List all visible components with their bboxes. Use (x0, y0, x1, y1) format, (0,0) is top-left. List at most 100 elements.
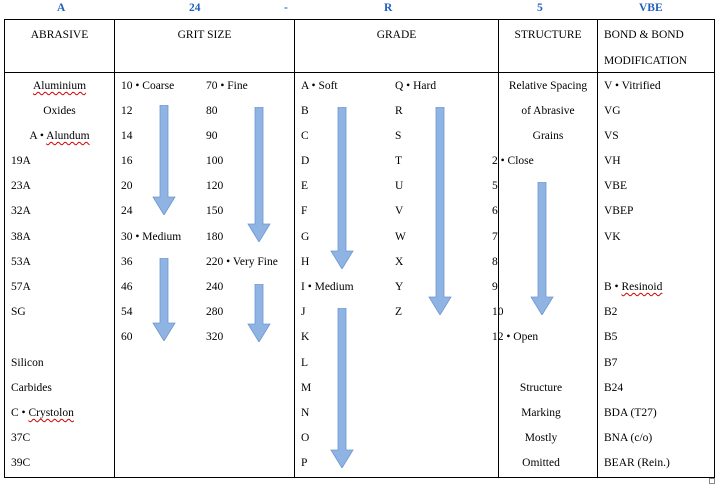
bond-code: VK (604, 231, 621, 243)
grade-letter: O (301, 432, 310, 444)
structure-value: 8 (492, 256, 498, 268)
abrasive-code: 57A (11, 281, 31, 293)
code-abrasive: A (57, 2, 66, 14)
header-grit: GRIT SIZE (177, 29, 232, 41)
grit-value: 10 • Coarse (121, 80, 175, 92)
grade-letter: G (301, 231, 310, 243)
grade-letter: D (301, 155, 310, 167)
code-structure: 5 (537, 2, 543, 14)
bond-code: B24 (604, 382, 624, 394)
grade-letter: C (301, 130, 309, 142)
abrasive-code: 23A (11, 180, 31, 192)
grade-letter: B (301, 105, 309, 117)
abrasive-carbides: Carbides (11, 382, 52, 394)
grade-letter: V (395, 205, 404, 217)
divider-1 (114, 19, 115, 478)
header-grade: GRADE (376, 29, 417, 41)
grade-letter: Z (395, 306, 403, 318)
bond-code: BNA (c/o) (604, 432, 653, 444)
structure-note: Omitted (522, 457, 560, 469)
abrasive-alundum-name: Alundum (46, 130, 90, 142)
bond-code: VG (604, 105, 621, 117)
down-arrow-icon (152, 105, 176, 215)
bond-code: V • Vitrified (604, 80, 661, 92)
grade-letter: K (301, 331, 310, 343)
bond-code: VS (604, 130, 619, 142)
abrasive-oxides: Oxides (43, 105, 76, 117)
header-structure: STRUCTURE (514, 29, 582, 41)
structure-note: Structure (519, 382, 563, 394)
grade-letter: U (395, 180, 404, 192)
divider-4 (597, 19, 598, 478)
header-bond-line2: MODIFICATION (604, 55, 688, 67)
abrasive-code: 38A (11, 231, 31, 243)
abrasive-code: 37C (11, 432, 31, 444)
down-arrow-icon (247, 107, 271, 242)
grade-letter: S (395, 130, 402, 142)
grit-value: 320 (206, 331, 224, 343)
bond-code: VH (604, 155, 621, 167)
abrasive-code: 32A (11, 205, 31, 217)
structure-intro: of Abrasive (521, 105, 575, 117)
grit-value: 280 (206, 306, 224, 318)
grit-value: 14 (121, 130, 133, 142)
down-arrow-icon (530, 182, 554, 315)
grit-value: 90 (206, 130, 218, 142)
bond-resinoid-prefix: B • (604, 281, 622, 293)
grade-letter: M (301, 382, 312, 394)
grit-value: 100 (206, 155, 224, 167)
divider-3 (498, 19, 499, 478)
bond-code: BEAR (Rein.) (604, 457, 670, 469)
code-separator: - (284, 2, 288, 14)
grade-letter: F (301, 205, 308, 217)
grit-value: 36 (121, 256, 133, 268)
abrasive-alundum-prefix: A • (29, 130, 47, 142)
code-bond: VBE (639, 2, 663, 14)
grade-letter: T (395, 155, 403, 167)
grade-letter: Y (395, 281, 404, 293)
grade-letter: X (395, 256, 404, 268)
abrasive-crystolon: C • Crystolon (11, 406, 74, 420)
bond-code: VBEP (604, 205, 634, 217)
down-arrow-icon (330, 107, 354, 269)
bond-code: VBE (604, 180, 627, 192)
bond-code: BDA (T27) (604, 407, 657, 419)
grit-value: 180 (206, 231, 224, 243)
structure-value: 7 (492, 231, 498, 243)
grit-value: 20 (121, 180, 133, 192)
grade-letter: A • Soft (301, 80, 338, 92)
structure-intro: Grains (532, 130, 564, 142)
structure-value: 5 (492, 180, 498, 192)
code-grit: 24 (189, 2, 201, 14)
abrasive-crystolon-prefix: C • (11, 407, 29, 419)
structure-note: Mostly (524, 432, 558, 444)
resize-handle[interactable] (709, 478, 715, 484)
structure-value: 9 (492, 281, 498, 293)
divider-2 (294, 19, 295, 478)
abrasive-crystolon-name: Crystolon (28, 407, 74, 419)
structure-value: 6 (492, 205, 498, 217)
structure-note: Marking (521, 407, 561, 419)
grade-letter: P (301, 457, 308, 469)
grit-value: 46 (121, 281, 133, 293)
grit-value: 80 (206, 105, 218, 117)
down-arrow-icon (247, 284, 271, 342)
grit-value: 150 (206, 205, 224, 217)
bond-resinoid: B • Resinoid (604, 280, 662, 294)
grade-letter: R (395, 105, 403, 117)
grade-letter: H (301, 256, 310, 268)
grade-letter: E (301, 180, 309, 192)
grit-value: 220 • Very Fine (206, 256, 278, 268)
down-arrow-icon (152, 258, 176, 341)
grade-letter: N (301, 407, 310, 419)
abrasive-code: 39C (11, 457, 31, 469)
grit-value: 16 (121, 155, 133, 167)
bond-code: B7 (604, 357, 618, 369)
marking-table (4, 19, 715, 478)
grit-value: 24 (121, 205, 133, 217)
grade-letter: J (301, 306, 306, 318)
grade-letter: L (301, 357, 309, 369)
grit-value: 240 (206, 281, 224, 293)
grit-value: 30 • Medium (121, 231, 182, 243)
structure-value: 12 • Open (492, 331, 539, 343)
